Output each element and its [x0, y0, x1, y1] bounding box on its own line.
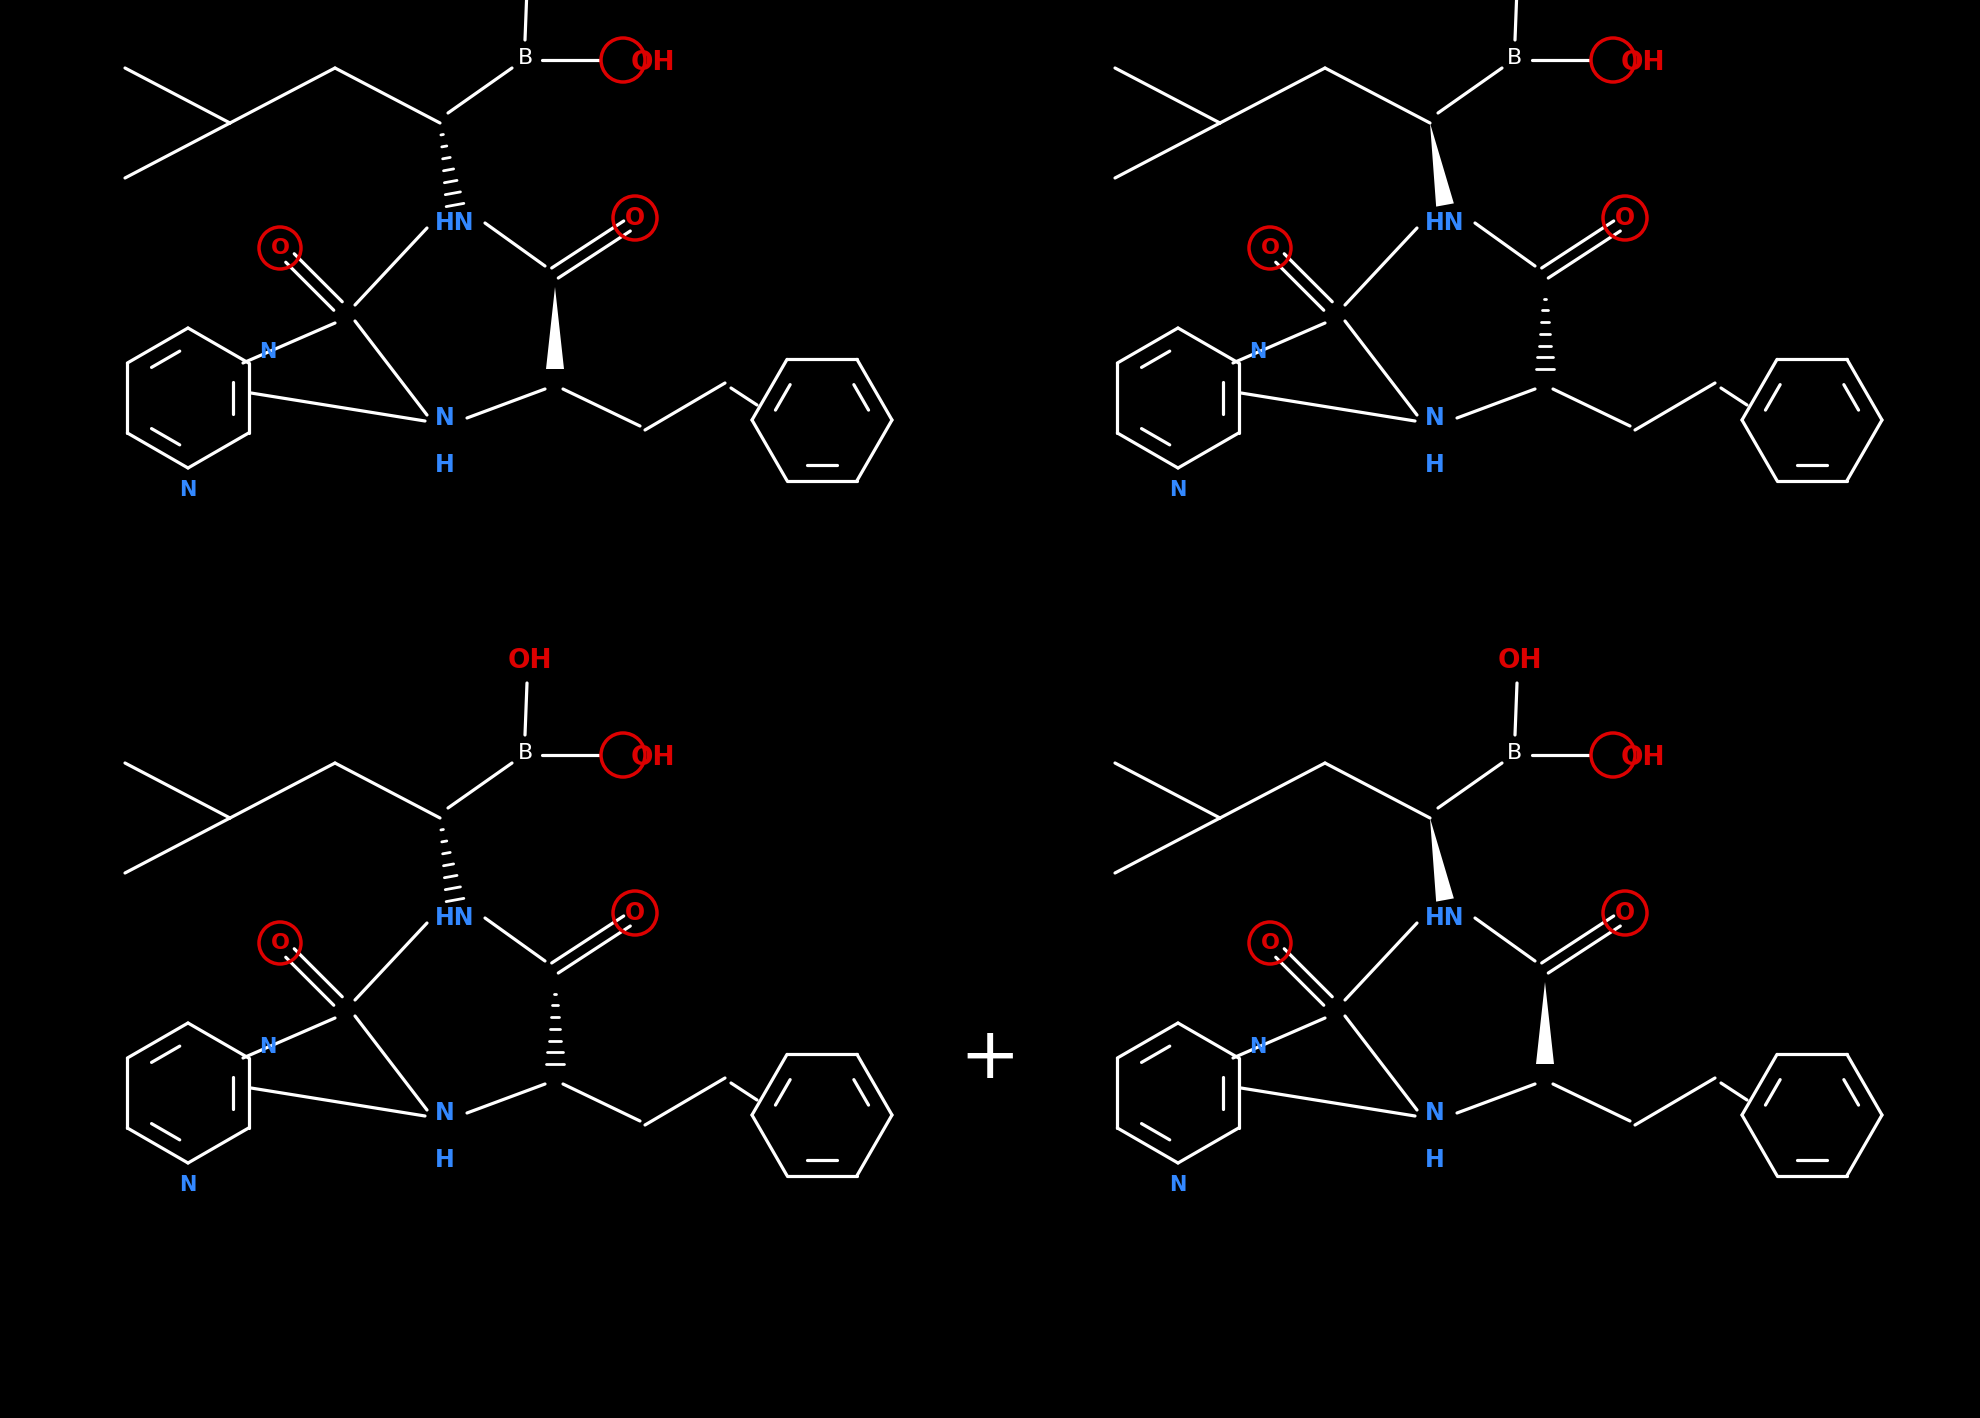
Text: O: O	[626, 900, 645, 925]
Text: HN: HN	[436, 906, 475, 930]
Text: OH: OH	[507, 648, 552, 674]
Text: H: H	[436, 452, 455, 476]
Text: N: N	[180, 481, 196, 501]
Text: N: N	[1426, 1100, 1445, 1124]
Text: N: N	[1249, 1037, 1267, 1056]
Text: O: O	[1616, 900, 1635, 925]
Text: O: O	[271, 933, 289, 953]
Text: +: +	[960, 1024, 1020, 1092]
Text: B: B	[1507, 48, 1523, 68]
Text: N: N	[259, 1037, 277, 1056]
Text: OH: OH	[1497, 648, 1542, 674]
Text: N: N	[436, 406, 455, 430]
Text: O: O	[1261, 238, 1279, 258]
Text: N: N	[1426, 406, 1445, 430]
Polygon shape	[1430, 818, 1453, 902]
Text: H: H	[436, 1149, 455, 1173]
Text: O: O	[626, 206, 645, 230]
Text: N: N	[1170, 481, 1186, 501]
Polygon shape	[1536, 983, 1554, 1064]
Text: O: O	[271, 238, 289, 258]
Polygon shape	[1430, 123, 1453, 207]
Text: H: H	[1426, 452, 1445, 476]
Text: N: N	[259, 342, 277, 362]
Text: OH: OH	[632, 744, 675, 771]
Text: OH: OH	[1622, 50, 1665, 77]
Text: HN: HN	[1426, 906, 1465, 930]
Text: B: B	[517, 48, 533, 68]
Text: B: B	[517, 743, 533, 763]
Text: N: N	[436, 1100, 455, 1124]
Text: B: B	[1507, 743, 1523, 763]
Text: N: N	[1170, 1176, 1186, 1195]
Polygon shape	[546, 286, 564, 369]
Text: O: O	[1261, 933, 1279, 953]
Text: OH: OH	[632, 50, 675, 77]
Text: HN: HN	[436, 211, 475, 235]
Text: N: N	[180, 1176, 196, 1195]
Text: HN: HN	[1426, 211, 1465, 235]
Text: OH: OH	[1622, 744, 1665, 771]
Text: O: O	[1616, 206, 1635, 230]
Text: N: N	[1249, 342, 1267, 362]
Text: H: H	[1426, 1149, 1445, 1173]
